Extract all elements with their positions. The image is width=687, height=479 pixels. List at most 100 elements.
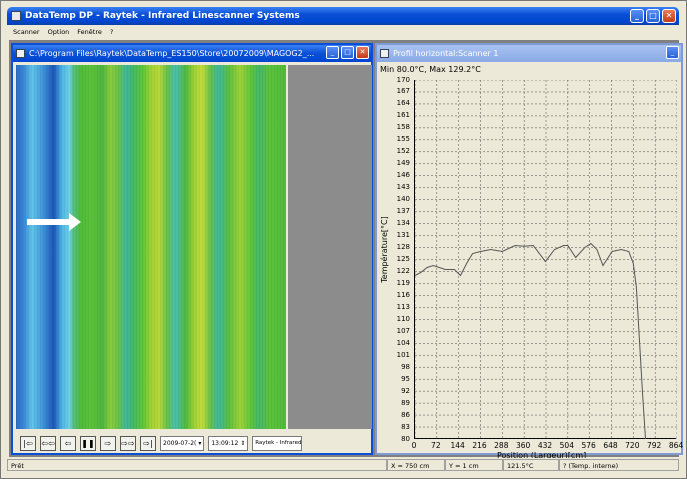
empty-image-area	[288, 65, 372, 429]
status-temp: 121.5°C	[503, 459, 559, 471]
y-tick-label: 134	[396, 219, 410, 228]
x-tick-label: 504	[559, 441, 574, 450]
y-tick-label: 119	[396, 278, 410, 287]
mdi-area: C:\Program Files\Raytek\DataTemp_ES150\S…	[9, 40, 683, 460]
x-tick-label: 648	[603, 441, 618, 450]
profile-chart-svg	[414, 79, 678, 440]
status-x: X = 750 cm	[387, 459, 445, 471]
status-message: Prêt	[7, 459, 387, 471]
date-value: 2009-07-2(	[163, 439, 197, 447]
x-tick-label: 72	[431, 441, 441, 450]
x-axis-title: Position (Largeur)[cm]	[497, 451, 587, 460]
profile-window[interactable]: Profil horizontal:Scanner 1 _ Min 80.0°C…	[375, 43, 684, 460]
y-tick-label: 137	[396, 207, 410, 216]
y-tick-label: 149	[396, 159, 410, 168]
y-tick-label: 95	[401, 374, 410, 383]
status-bar: Prêt X = 750 cm Y = 1 cm 121.5°C ? (Temp…	[7, 458, 679, 472]
x-tick-label: 216	[472, 441, 487, 450]
y-tick-label: 155	[396, 135, 410, 144]
y-tick-label: 98	[401, 362, 410, 371]
y-tick-label: 125	[396, 255, 410, 263]
first-frame-icon[interactable]: |⇦	[20, 435, 36, 451]
y-tick-label: 128	[396, 243, 410, 252]
y-tick-label: 152	[396, 147, 410, 156]
menu-scanner[interactable]: Scanner	[13, 28, 40, 36]
playback-toolbar: |⇦ ⇦⇦ ⇦ ❚❚ ⇨ ⇨⇨ ⇨| 2009-07-2( ▾ 13:09:12…	[16, 433, 372, 453]
y-tick-label: 80	[401, 434, 410, 443]
menu-option[interactable]: Option	[47, 28, 70, 36]
y-tick-label: 83	[401, 422, 410, 431]
thermal-image-window[interactable]: C:\Program Files\Raytek\DataTemp_ES150\S…	[11, 43, 373, 455]
x-tick-label: 576	[581, 441, 596, 450]
pause-icon[interactable]: ❚❚	[80, 435, 96, 451]
y-tick-label: 164	[396, 99, 410, 108]
x-tick-label: 864	[668, 441, 684, 450]
y-tick-label: 140	[396, 195, 410, 204]
y-tick-label: 167	[396, 87, 410, 96]
profile-plot[interactable]	[414, 79, 678, 440]
y-tick-label: 116	[396, 290, 410, 299]
y-tick-label: 122	[396, 266, 410, 275]
app-title: DataTemp DP - Raytek - Infrared Linescan…	[25, 11, 300, 21]
menu-bar: Scanner Option Fenêtre ?	[7, 25, 679, 39]
x-tick-label: 720	[625, 441, 640, 450]
device-info-label: Raytek - Infrared Linesca	[252, 435, 303, 451]
x-tick-label: 432	[537, 441, 553, 450]
y-tick-label: 107	[396, 326, 410, 335]
child-close-button[interactable]: ✕	[356, 46, 369, 59]
status-y: Y = 1 cm	[445, 459, 503, 471]
y-tick-label: 89	[401, 398, 410, 407]
x-tick-label: 360	[515, 441, 531, 450]
menu-fenetre[interactable]: Fenêtre	[77, 28, 102, 36]
y-tick-label: 170	[396, 75, 410, 84]
child-minimize-button[interactable]: _	[326, 46, 339, 59]
profile-window-titlebar[interactable]: Profil horizontal:Scanner 1 _	[377, 45, 681, 62]
thermal-window-titlebar[interactable]: C:\Program Files\Raytek\DataTemp_ES150\S…	[13, 45, 371, 62]
y-tick-label: 158	[396, 123, 410, 132]
date-select[interactable]: 2009-07-2( ▾	[160, 435, 205, 451]
fast-back-icon[interactable]: ⇦⇦	[40, 435, 56, 451]
y-tick-label: 131	[396, 231, 410, 240]
step-forward-icon[interactable]: ⇨	[100, 435, 116, 451]
y-tick-label: 104	[396, 338, 410, 347]
profile-window-controls: _	[666, 46, 679, 59]
minimize-button[interactable]: _	[630, 9, 644, 23]
time-value: 13:09:12	[211, 439, 239, 447]
window-controls: _ □ ✕	[630, 9, 676, 23]
profile-window-title: Profil horizontal:Scanner 1	[393, 49, 499, 58]
fast-forward-icon[interactable]: ⇨⇨	[120, 435, 136, 451]
y-tick-label: 92	[401, 386, 410, 395]
menu-help[interactable]: ?	[109, 28, 114, 36]
app-icon	[11, 11, 21, 21]
close-button[interactable]: ✕	[662, 9, 676, 23]
y-tick-label: 110	[396, 314, 410, 323]
step-back-icon[interactable]: ⇦	[60, 435, 76, 451]
child-maximize-button[interactable]: □	[341, 46, 354, 59]
y-tick-label: 86	[401, 410, 410, 419]
x-tick-label: 792	[646, 441, 662, 450]
thermal-window-title: C:\Program Files\Raytek\DataTemp_ES150\S…	[29, 49, 315, 58]
child-window-controls: _ □ ✕	[326, 46, 369, 59]
last-frame-icon[interactable]: ⇨|	[140, 435, 156, 451]
y-tick-label: 161	[396, 111, 410, 120]
profile-minimize-button[interactable]: _	[666, 46, 679, 59]
y-tick-label: 113	[396, 302, 410, 311]
time-spinner[interactable]: 13:09:12 ⇕	[208, 435, 249, 451]
arrow-marker	[27, 219, 73, 225]
y-tick-label: 101	[396, 350, 410, 359]
app-titlebar: DataTemp DP - Raytek - Infrared Linescan…	[7, 7, 679, 25]
x-tick-label: 0	[411, 441, 417, 450]
x-tick-label: 288	[494, 441, 509, 450]
temperature-profile-line	[414, 242, 646, 440]
arrow-marker-head	[69, 213, 81, 231]
document-icon	[16, 49, 25, 58]
status-note: ? (Temp. interne)	[559, 459, 679, 471]
document-icon	[380, 49, 389, 58]
x-tick-label: 144	[450, 441, 465, 450]
minmax-readout: Min 80.0°C, Max 129.2°C	[380, 65, 481, 74]
y-tick-label: 146	[396, 171, 410, 180]
thermal-scan-image[interactable]	[16, 65, 286, 429]
maximize-button[interactable]: □	[646, 9, 660, 23]
y-tick-label: 143	[396, 183, 410, 192]
